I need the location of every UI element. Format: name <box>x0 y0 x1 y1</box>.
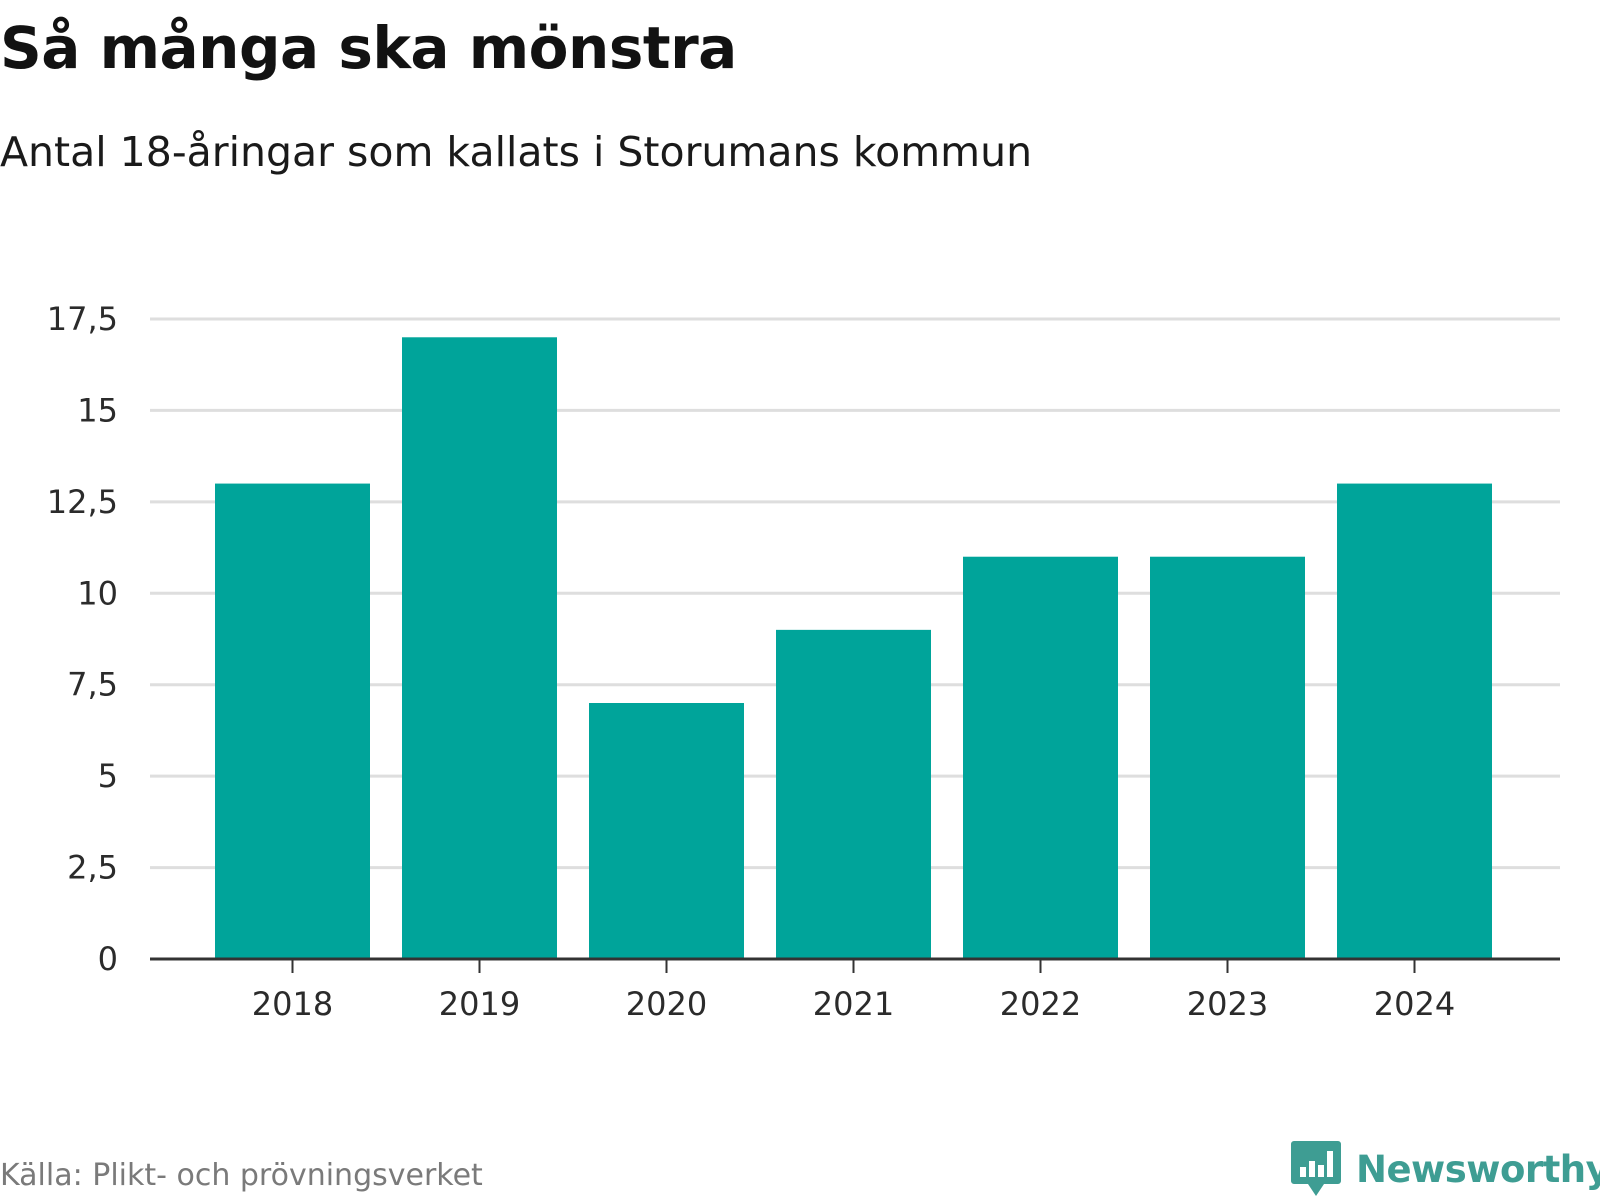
x-tick-label: 2018 <box>252 985 333 1023</box>
x-axis-ticks: 2018 2019 2020 2021 2022 2023 2024 <box>252 959 1455 1023</box>
y-tick-label: 15 <box>77 391 118 429</box>
bar-2022 <box>963 556 1118 959</box>
bar-2018 <box>215 483 370 959</box>
y-tick-label: 17,5 <box>47 300 118 338</box>
chart-title: Så många ska mönstra <box>0 14 737 82</box>
bar-2020 <box>589 703 744 959</box>
bar-2023 <box>1150 556 1305 959</box>
y-tick-label: 10 <box>77 574 118 612</box>
y-tick-label: 2,5 <box>67 849 118 887</box>
y-tick-label: 5 <box>98 757 118 795</box>
y-tick-label: 7,5 <box>67 666 118 704</box>
x-tick-label: 2023 <box>1187 985 1268 1023</box>
y-tick-label: 12,5 <box>47 483 118 521</box>
x-tick-label: 2024 <box>1374 985 1455 1023</box>
bar-2024 <box>1337 483 1492 959</box>
x-tick-label: 2020 <box>626 985 707 1023</box>
x-tick-label: 2021 <box>813 985 894 1023</box>
chart-subtitle: Antal 18-åringar som kallats i Storumans… <box>0 128 1033 176</box>
bar-2019 <box>402 337 557 959</box>
source-note: Källa: Plikt- och prövningsverket <box>0 1158 483 1193</box>
brand-name: Newsworthy <box>1356 1147 1600 1191</box>
bar-2021 <box>776 629 931 959</box>
bars <box>215 337 1492 959</box>
y-axis-ticks: 0 2,5 5 7,5 10 12,5 15 17,5 <box>47 300 118 978</box>
x-tick-label: 2019 <box>439 985 520 1023</box>
newsworthy-logo: Newsworthy <box>1290 1138 1600 1200</box>
x-tick-label: 2022 <box>1000 985 1081 1023</box>
y-tick-label: 0 <box>98 940 118 978</box>
bar-chart-bubble-icon <box>1291 1141 1341 1196</box>
